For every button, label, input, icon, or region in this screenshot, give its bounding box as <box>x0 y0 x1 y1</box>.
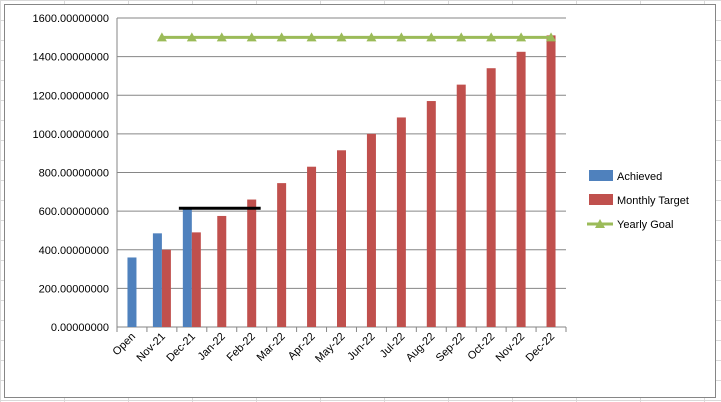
x-tick-label: Apr-22 <box>286 331 318 363</box>
bar-monthly-target <box>191 232 201 327</box>
legend-label-yearly-goal: Yearly Goal <box>617 219 673 231</box>
marker-yearly-goal <box>396 32 407 42</box>
y-tick-label: 200.00000000 <box>39 283 109 295</box>
y-tick-label: 1600.00000000 <box>33 13 109 25</box>
legend-marker-yearly-goal <box>595 219 605 228</box>
marker-yearly-goal <box>216 32 227 42</box>
x-tick-label: Dec-22 <box>524 331 558 365</box>
x-tick-label: Mar-22 <box>255 331 288 364</box>
bar-monthly-target <box>426 101 436 327</box>
bar-monthly-target <box>161 249 171 327</box>
x-tick-label: Open <box>111 331 139 359</box>
x-tick-label: Dec-21 <box>164 331 198 365</box>
bar-monthly-target <box>396 117 406 327</box>
x-tick-label: Feb-22 <box>225 331 258 364</box>
y-tick-label: 400.00000000 <box>39 245 109 257</box>
marker-yearly-goal <box>486 32 497 42</box>
y-tick-label: 0.00000000 <box>51 322 109 334</box>
y-tick-label: 1200.00000000 <box>33 90 109 102</box>
marker-yearly-goal <box>156 32 167 42</box>
x-tick-label: May-22 <box>313 331 347 365</box>
marker-yearly-goal <box>276 32 287 42</box>
bar-monthly-target <box>307 166 317 327</box>
legend-swatch-achieved <box>589 170 613 181</box>
marker-yearly-goal <box>306 32 317 42</box>
legend-swatch-monthly-target <box>589 194 613 205</box>
x-tick-label: Jun-22 <box>345 331 377 363</box>
bar-monthly-target <box>516 51 526 327</box>
y-tick-label: 1400.00000000 <box>33 52 109 64</box>
legend-label-monthly-target: Monthly Target <box>617 195 689 207</box>
marker-yearly-goal <box>456 32 467 42</box>
x-tick-label: Nov-21 <box>134 331 168 365</box>
y-tick-label: 600.00000000 <box>39 206 109 218</box>
bar-monthly-target <box>247 199 257 327</box>
x-tick-label: Sep-22 <box>434 331 468 365</box>
y-tick-label: 1000.00000000 <box>33 129 109 141</box>
x-tick-label: Nov-22 <box>494 331 528 365</box>
bar-monthly-target <box>486 68 496 328</box>
bar-achieved <box>152 233 162 327</box>
marker-yearly-goal <box>186 32 197 42</box>
marker-yearly-goal <box>246 32 257 42</box>
bar-achieved <box>182 208 192 327</box>
bar-achieved <box>127 257 137 327</box>
y-tick-label: 800.00000000 <box>39 168 109 180</box>
x-tick-label: Oct-22 <box>465 331 497 363</box>
x-tick-label: Aug-22 <box>404 331 438 365</box>
x-tick-label: Jan-22 <box>196 331 228 363</box>
bar-monthly-target <box>277 183 287 327</box>
legend-label-achieved: Achieved <box>617 171 662 183</box>
marker-yearly-goal <box>366 32 377 42</box>
marker-yearly-goal <box>426 32 437 42</box>
marker-yearly-goal <box>516 32 527 42</box>
marker-yearly-goal <box>546 32 557 42</box>
marker-yearly-goal <box>336 32 347 42</box>
bar-monthly-target <box>366 133 376 327</box>
bar-monthly-target <box>546 35 556 327</box>
bar-monthly-target <box>217 215 227 327</box>
bar-monthly-target <box>337 150 346 327</box>
bar-monthly-target <box>456 84 466 327</box>
